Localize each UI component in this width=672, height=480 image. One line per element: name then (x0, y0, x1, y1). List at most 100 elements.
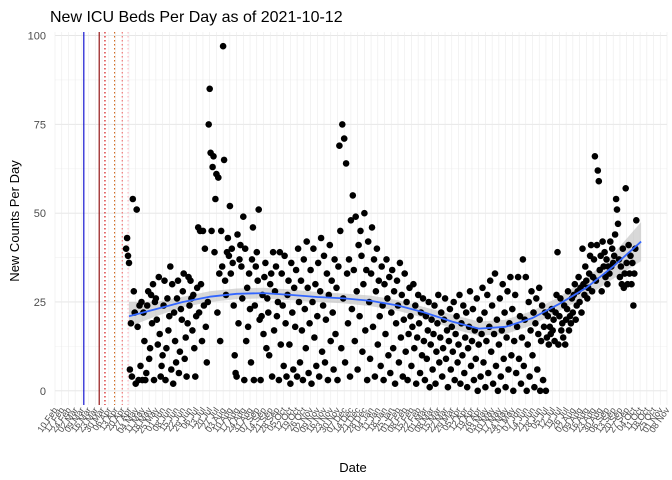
data-point (390, 288, 398, 295)
data-point (519, 256, 527, 263)
data-point (540, 323, 548, 331)
data-point (384, 295, 391, 302)
data-point (306, 320, 313, 327)
data-point (378, 263, 386, 270)
data-point (275, 376, 283, 384)
data-point (367, 270, 375, 277)
data-point (613, 206, 621, 213)
data-point (290, 284, 298, 292)
data-point (182, 334, 189, 341)
data-point (535, 284, 543, 292)
data-point (420, 337, 428, 345)
data-point (128, 373, 136, 380)
data-point (283, 373, 290, 380)
data-point (509, 305, 516, 313)
data-point (290, 366, 297, 373)
data-point (374, 341, 382, 348)
data-point (473, 295, 481, 302)
data-point (611, 231, 619, 238)
data-point (133, 206, 140, 213)
data-point (155, 273, 163, 281)
data-point (252, 263, 260, 270)
data-point (587, 241, 595, 249)
data-point (197, 280, 205, 288)
data-point (167, 263, 174, 270)
data-point (170, 309, 178, 316)
data-point (476, 316, 484, 324)
data-point (436, 359, 443, 366)
data-point (601, 248, 608, 256)
data-point (448, 323, 456, 331)
data-point (631, 270, 638, 277)
data-point (594, 167, 602, 174)
data-point (415, 320, 423, 327)
data-point (500, 355, 508, 363)
data-point (492, 362, 500, 370)
data-point (241, 376, 248, 384)
data-point (554, 248, 561, 256)
data-point (247, 359, 255, 366)
data-point (164, 295, 171, 302)
data-point (300, 256, 308, 263)
data-point (314, 259, 322, 267)
data-point (221, 277, 229, 285)
data-point (623, 259, 630, 267)
data-point (212, 195, 219, 203)
data-point (510, 387, 517, 395)
data-point (269, 248, 277, 256)
data-point (477, 373, 484, 380)
data-point (340, 135, 348, 142)
data-point (320, 252, 328, 260)
data-point (398, 291, 406, 299)
data-point (236, 256, 243, 263)
data-point (313, 362, 320, 370)
data-point (563, 305, 571, 313)
data-point (474, 387, 482, 395)
data-point (235, 320, 242, 327)
data-point (347, 217, 355, 224)
data-point (516, 312, 524, 320)
data-point (291, 323, 299, 331)
data-point (461, 369, 468, 377)
data-point (621, 270, 628, 277)
data-point (333, 284, 340, 292)
data-point (497, 373, 505, 380)
data-point (125, 259, 133, 267)
data-point (237, 241, 244, 249)
data-point (358, 252, 365, 260)
data-point (226, 202, 234, 210)
data-point (446, 305, 454, 313)
data-point (187, 277, 194, 285)
data-point (267, 270, 275, 277)
data-point (225, 252, 233, 260)
data-point (143, 302, 151, 309)
data-point (488, 302, 496, 309)
data-point (211, 248, 218, 256)
data-point (483, 337, 490, 345)
data-point (129, 195, 137, 203)
y-tick-label: 0 (40, 386, 46, 398)
data-point (286, 341, 293, 348)
data-point (143, 369, 150, 377)
data-point (168, 280, 176, 288)
data-point (227, 270, 235, 277)
data-point (486, 323, 493, 331)
data-point (456, 291, 463, 299)
data-point (455, 341, 462, 348)
data-point (619, 245, 627, 252)
data-point (153, 316, 161, 324)
data-point (630, 302, 637, 309)
data-point (400, 316, 408, 324)
data-point (493, 316, 501, 324)
data-point (413, 334, 421, 341)
data-point (171, 337, 179, 345)
data-point (165, 327, 172, 334)
data-point (142, 376, 149, 384)
data-point (402, 348, 410, 356)
data-point (470, 376, 478, 384)
data-point (366, 355, 374, 363)
data-point (159, 352, 166, 359)
data-point (183, 373, 190, 380)
data-point (270, 327, 278, 334)
